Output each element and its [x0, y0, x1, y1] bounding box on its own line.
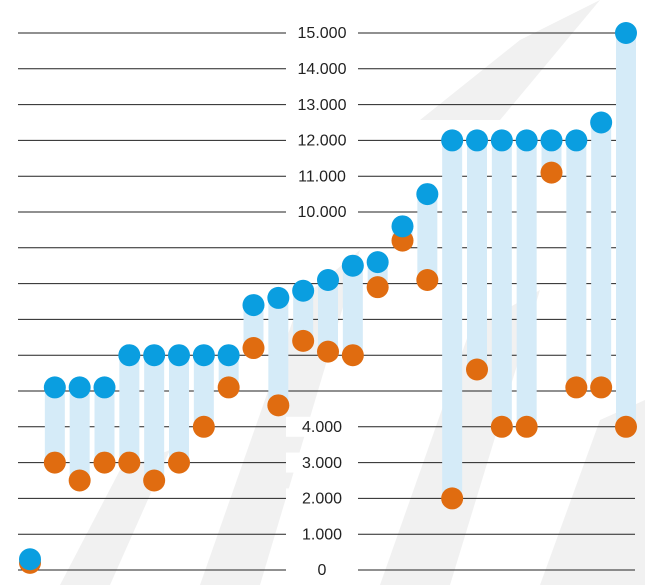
range-bar	[268, 297, 289, 406]
y-tick-label: 2.000	[302, 491, 342, 508]
dot	[466, 129, 488, 152]
range-bar	[591, 122, 612, 388]
tick-label-background	[286, 202, 358, 222]
range-bar	[566, 140, 587, 388]
dot	[118, 344, 141, 367]
dot	[565, 376, 588, 399]
dot	[143, 344, 166, 367]
dot	[168, 344, 190, 367]
dot	[416, 183, 439, 206]
dot	[540, 161, 563, 184]
y-tick-label: 14.000	[298, 61, 347, 78]
range-bar	[44, 387, 65, 463]
range-bar	[243, 305, 264, 349]
dot	[341, 344, 364, 367]
y-tick-label: 12.000	[298, 133, 347, 150]
dot	[68, 469, 91, 492]
tick-label-background	[286, 23, 358, 43]
range-bar	[491, 140, 512, 427]
dot	[565, 129, 588, 152]
dot	[341, 254, 364, 277]
y-tick-label: 13.000	[298, 97, 347, 114]
range-bar	[342, 265, 363, 356]
tick-label-background	[286, 130, 358, 151]
dot	[441, 129, 464, 152]
dot	[515, 129, 538, 152]
y-tick-label: 15.000	[298, 25, 347, 42]
dot	[317, 269, 339, 292]
dot	[242, 337, 265, 360]
dot	[43, 376, 66, 399]
range-bar	[94, 387, 115, 463]
dot	[292, 279, 315, 302]
dot	[19, 548, 41, 571]
range-bar	[516, 140, 537, 427]
dot	[217, 344, 240, 367]
dot	[267, 394, 290, 417]
tick-label-background	[286, 560, 358, 580]
range-bar	[144, 355, 165, 481]
tick-label-background	[286, 58, 358, 79]
dot	[118, 451, 141, 474]
dot	[490, 129, 513, 152]
dot	[615, 415, 637, 438]
dot	[143, 469, 166, 492]
dot	[416, 269, 439, 292]
dot	[466, 358, 488, 381]
tick-label-background	[286, 94, 358, 115]
dot	[192, 344, 215, 367]
y-tick-label: 0	[318, 562, 327, 579]
dot	[366, 276, 389, 299]
dot	[242, 294, 265, 317]
y-tick-label: 4.000	[302, 419, 342, 436]
dot	[441, 487, 464, 510]
dot	[168, 451, 190, 474]
dot	[93, 376, 116, 399]
y-tick-label: 11.000	[298, 168, 346, 185]
tick-label-background	[286, 488, 358, 509]
dot	[217, 376, 240, 399]
dot	[590, 111, 613, 134]
tick-label-background	[286, 416, 358, 437]
range-bar	[169, 355, 189, 463]
y-tick-label: 1.000	[302, 526, 342, 543]
dot	[540, 129, 563, 152]
dot	[68, 376, 91, 399]
tick-label-background	[286, 524, 358, 545]
range-bar	[442, 140, 463, 499]
tick-label-background	[286, 452, 358, 473]
range-bar	[417, 194, 438, 281]
range-bar	[616, 33, 636, 427]
dot	[615, 22, 637, 44]
dot	[590, 376, 613, 399]
dot	[192, 415, 215, 438]
dot	[515, 415, 538, 438]
dot	[93, 451, 116, 474]
dot	[43, 451, 66, 474]
y-tick-label: 3.000	[302, 455, 342, 472]
dot	[366, 251, 389, 274]
dot	[317, 340, 339, 363]
tick-label-background	[286, 166, 358, 187]
dot	[391, 215, 414, 238]
range-bar	[69, 387, 90, 481]
range-bar	[193, 355, 214, 427]
dot	[292, 329, 315, 352]
dot	[267, 286, 290, 309]
range-bar	[293, 290, 314, 341]
range-bar	[318, 280, 338, 352]
y-tick-label: 10.000	[298, 204, 347, 221]
dot	[490, 415, 513, 438]
range-bar	[467, 140, 487, 370]
range-bar	[119, 355, 140, 463]
